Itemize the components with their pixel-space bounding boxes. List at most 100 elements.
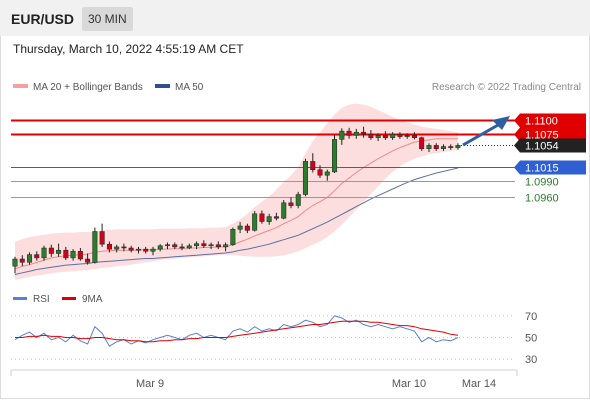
candle (317, 165, 323, 178)
candle (172, 242, 178, 250)
candle (186, 243, 192, 250)
candle (433, 143, 439, 151)
rsi-line (14, 315, 459, 347)
candle-body (114, 246, 120, 250)
candle-body (143, 248, 149, 252)
candle-body (332, 139, 338, 173)
candle-body (41, 247, 47, 259)
bollinger-legend-swatch (13, 84, 28, 88)
candle (375, 133, 381, 141)
timeframe-button[interactable]: 30 MIN (82, 7, 133, 31)
candle (121, 243, 127, 252)
candle-body (339, 130, 345, 140)
rsi-ma-legend-label: 9MA (82, 294, 103, 305)
support-level-1-label: 1.0990 (525, 177, 559, 189)
candle (34, 251, 40, 261)
candle-body (273, 216, 279, 219)
candle-body (150, 248, 156, 252)
candle-body (223, 244, 229, 248)
candle (310, 153, 316, 173)
candle-body (157, 245, 163, 250)
candle-body (426, 145, 432, 149)
support-level-2-label: 1.0960 (525, 193, 559, 205)
candle (361, 126, 367, 138)
candle-body (404, 135, 410, 137)
candle-body (288, 202, 294, 206)
candle (455, 143, 461, 150)
candle (281, 200, 287, 220)
candle-body (135, 248, 141, 251)
rsi-layer: 70 50 30 (11, 311, 537, 366)
ma20-line (14, 138, 458, 270)
rsi-tick-label: 30 (525, 354, 537, 366)
rsi-ma-legend-swatch (62, 297, 76, 300)
candle-body (99, 231, 105, 245)
candle (70, 249, 76, 261)
candle (223, 242, 229, 252)
candle (179, 243, 185, 251)
candle-body (194, 243, 200, 247)
rsi-ma-line (15, 320, 459, 343)
candle (244, 223, 250, 234)
candle (114, 244, 120, 253)
rsi-tick-label: 70 (525, 311, 537, 323)
candle (12, 256, 18, 274)
candle (48, 244, 54, 257)
candle-body (281, 202, 287, 219)
resistance-level-2-badge (520, 127, 586, 142)
candle-body (106, 243, 112, 250)
candle (273, 212, 279, 221)
candle (99, 223, 105, 247)
candle-body (34, 254, 40, 259)
last-price-badge (520, 138, 586, 153)
candle-body (48, 247, 54, 254)
support-level-1: 1.0990 (11, 177, 559, 189)
candle-body (12, 258, 18, 267)
candle-body (382, 135, 388, 138)
candle-body (230, 229, 236, 245)
candle-body (215, 244, 221, 248)
rsi-ma-legend: 9MA (62, 294, 103, 305)
candle-body (121, 246, 127, 249)
symbol-label: EUR/USD (11, 11, 75, 27)
pivot-level-badge-tip (514, 160, 520, 175)
candle (368, 130, 374, 140)
ma50-legend-swatch (155, 84, 170, 88)
resistance-level-2-badge-tip (514, 127, 520, 142)
candle-body (201, 243, 207, 247)
candle-body (317, 169, 323, 176)
candle (201, 240, 207, 248)
candle-body (346, 130, 352, 136)
candle-body (368, 134, 374, 138)
ma50-legend: MA 50 (155, 82, 204, 93)
candle-body (411, 135, 417, 138)
candle (56, 243, 62, 257)
candle (426, 143, 432, 152)
candle-body (419, 137, 425, 149)
x-tick-label: Mar 14 (462, 378, 496, 390)
resistance-level-2: 1.1075 (11, 127, 586, 142)
candle (419, 136, 425, 151)
resistance-level-1-badge (520, 113, 586, 128)
candle-body (353, 131, 359, 136)
candle (106, 241, 112, 253)
candle-body (310, 161, 316, 170)
bollinger-band-area (15, 103, 458, 280)
candle-body (302, 161, 308, 195)
candle (237, 222, 243, 234)
candle (19, 255, 25, 267)
candle-body (259, 213, 265, 222)
resistance-level-1-badge-tip (514, 113, 520, 128)
rsi-legend: RSI (13, 294, 50, 305)
candle (208, 242, 214, 250)
candle-body (324, 171, 330, 176)
pivot-level-label: 1.1015 (525, 163, 559, 175)
rsi-legend-swatch (13, 297, 27, 300)
candle-body (390, 134, 396, 138)
candle (150, 246, 156, 256)
candle-body (397, 134, 403, 137)
candle-body (27, 254, 33, 263)
candle-body (266, 216, 272, 222)
